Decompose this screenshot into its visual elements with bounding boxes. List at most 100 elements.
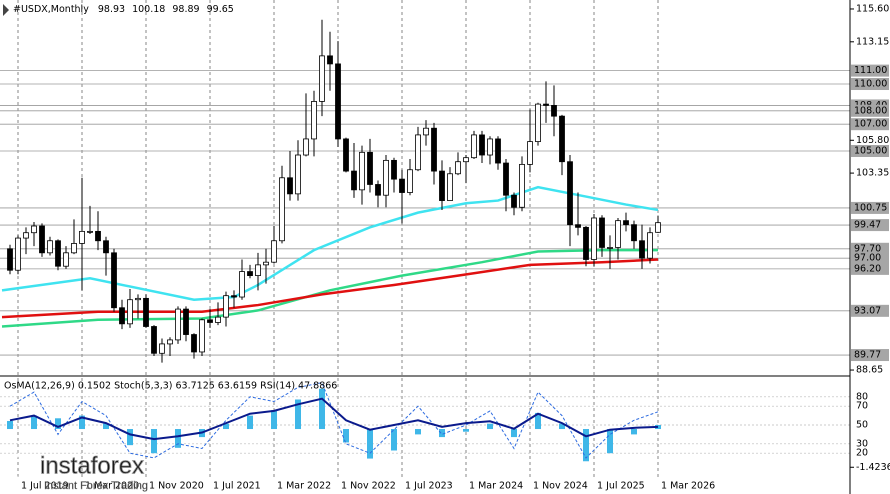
candle-body bbox=[87, 230, 93, 233]
osma-tick-label: -1.4236 bbox=[856, 462, 890, 473]
x-tick-label: 1 Nov 2022 bbox=[341, 481, 396, 492]
osma-bar bbox=[439, 429, 445, 438]
candle-body bbox=[367, 151, 373, 185]
osma-bar bbox=[319, 388, 325, 430]
candle-body bbox=[399, 178, 405, 193]
candle-body bbox=[327, 55, 333, 65]
candle-body bbox=[263, 261, 269, 266]
osma-bar bbox=[463, 429, 469, 432]
candle-body bbox=[415, 134, 421, 171]
osma-bar bbox=[583, 429, 589, 462]
level-label: 93.07 bbox=[854, 305, 881, 316]
candle-body bbox=[439, 170, 445, 201]
candle-body bbox=[655, 222, 661, 233]
osma-bar bbox=[127, 429, 133, 446]
level-label-box bbox=[851, 78, 889, 91]
watermark-tagline: Instant Forex Trading bbox=[44, 480, 148, 492]
y-tick-label: 103.35 bbox=[856, 168, 889, 179]
level-label: 97.70 bbox=[854, 243, 881, 254]
candle-body bbox=[351, 170, 357, 191]
candle-body bbox=[167, 339, 173, 345]
y-tick-label: 113.15 bbox=[856, 36, 889, 47]
level-label-box bbox=[851, 262, 889, 275]
candle-body bbox=[615, 220, 621, 248]
candle-body bbox=[647, 232, 653, 259]
candle-body bbox=[639, 240, 645, 259]
candle-body bbox=[311, 101, 317, 140]
candle-body bbox=[319, 55, 325, 102]
candle-body bbox=[599, 217, 605, 248]
candle-body bbox=[391, 159, 397, 180]
watermark: instaforex Instant Forex Trading bbox=[8, 452, 148, 492]
candle-body bbox=[359, 151, 365, 191]
open-value: 98.93 bbox=[98, 4, 125, 15]
candle-body bbox=[191, 334, 197, 353]
watermark-logo bbox=[8, 453, 36, 481]
osma-bar bbox=[295, 399, 301, 430]
level-label: 105.00 bbox=[854, 145, 887, 156]
candle-body bbox=[47, 240, 53, 254]
candle-body bbox=[71, 243, 77, 254]
candle-body bbox=[455, 161, 461, 175]
candle-body bbox=[559, 115, 565, 163]
x-tick-label: 1 Nov 2024 bbox=[533, 481, 588, 492]
candle-body bbox=[127, 299, 133, 325]
candle-body bbox=[567, 161, 573, 226]
y-tick-label: 88.65 bbox=[856, 365, 883, 376]
candle-body bbox=[471, 134, 477, 159]
candle-body bbox=[495, 138, 501, 164]
osma-bar bbox=[271, 410, 277, 430]
osma-bar bbox=[175, 429, 181, 448]
indicator-tick-label: 50 bbox=[856, 420, 868, 431]
candle-body bbox=[583, 226, 589, 260]
level-label-box bbox=[851, 144, 889, 157]
indicator-layer bbox=[0, 382, 850, 462]
low-value: 98.89 bbox=[172, 4, 199, 15]
ma-line bbox=[1, 258, 659, 319]
candle-body bbox=[55, 240, 61, 267]
candle-body bbox=[535, 103, 541, 143]
candle-body bbox=[183, 308, 189, 335]
candle-body bbox=[207, 319, 213, 323]
rsi-line bbox=[9, 397, 659, 441]
candle-body bbox=[303, 138, 309, 156]
indicator-tick-label: 30 bbox=[856, 438, 868, 449]
x-tick-label: 1 Jul 2021 bbox=[213, 481, 261, 492]
osma-bar bbox=[55, 418, 61, 430]
candle-body bbox=[551, 105, 557, 117]
candle-body bbox=[479, 134, 485, 156]
x-tick-label: 1 Mar 2020 bbox=[85, 481, 139, 492]
level-label: 89.77 bbox=[854, 350, 881, 361]
x-tick-label: 1 Jul 2025 bbox=[597, 481, 645, 492]
candle-body bbox=[503, 162, 509, 196]
level-label-box bbox=[851, 201, 889, 214]
candle-body bbox=[31, 225, 37, 234]
osma-bar bbox=[391, 429, 397, 451]
level-label-box bbox=[851, 104, 889, 117]
candle-body bbox=[151, 326, 157, 354]
close-value: 99.65 bbox=[207, 4, 234, 15]
level-label: 96.20 bbox=[854, 263, 881, 274]
indicator-tick-label: 20 bbox=[856, 448, 868, 459]
level-label: 97.00 bbox=[854, 253, 881, 264]
osma-bar bbox=[511, 429, 517, 438]
candle-body bbox=[63, 252, 69, 267]
candle-body bbox=[407, 169, 413, 193]
indicator-title: OsMA(12,26,9) 0.1502 Stoch(5,3,3) 63.712… bbox=[4, 381, 337, 392]
levels-layer bbox=[0, 70, 850, 356]
candle-body bbox=[295, 154, 301, 195]
candle-body bbox=[135, 297, 141, 301]
candle-body bbox=[271, 240, 277, 263]
candle-body bbox=[575, 224, 581, 228]
osma-bar bbox=[343, 429, 349, 443]
high-value: 100.18 bbox=[132, 4, 165, 15]
osma-bar bbox=[223, 423, 229, 430]
x-tick-label: 1 Jul 2023 bbox=[405, 481, 453, 492]
x-tick-label: 1 Mar 2024 bbox=[469, 481, 523, 492]
osma-bar bbox=[151, 429, 157, 454]
candle-body bbox=[223, 295, 229, 318]
osma-bar bbox=[31, 415, 37, 430]
osma-bar bbox=[7, 420, 13, 430]
axis-layer: 1 Jul 2019 1 Mar 2020 1 Nov 2020 1 Jul 2021… bbox=[21, 3, 890, 491]
